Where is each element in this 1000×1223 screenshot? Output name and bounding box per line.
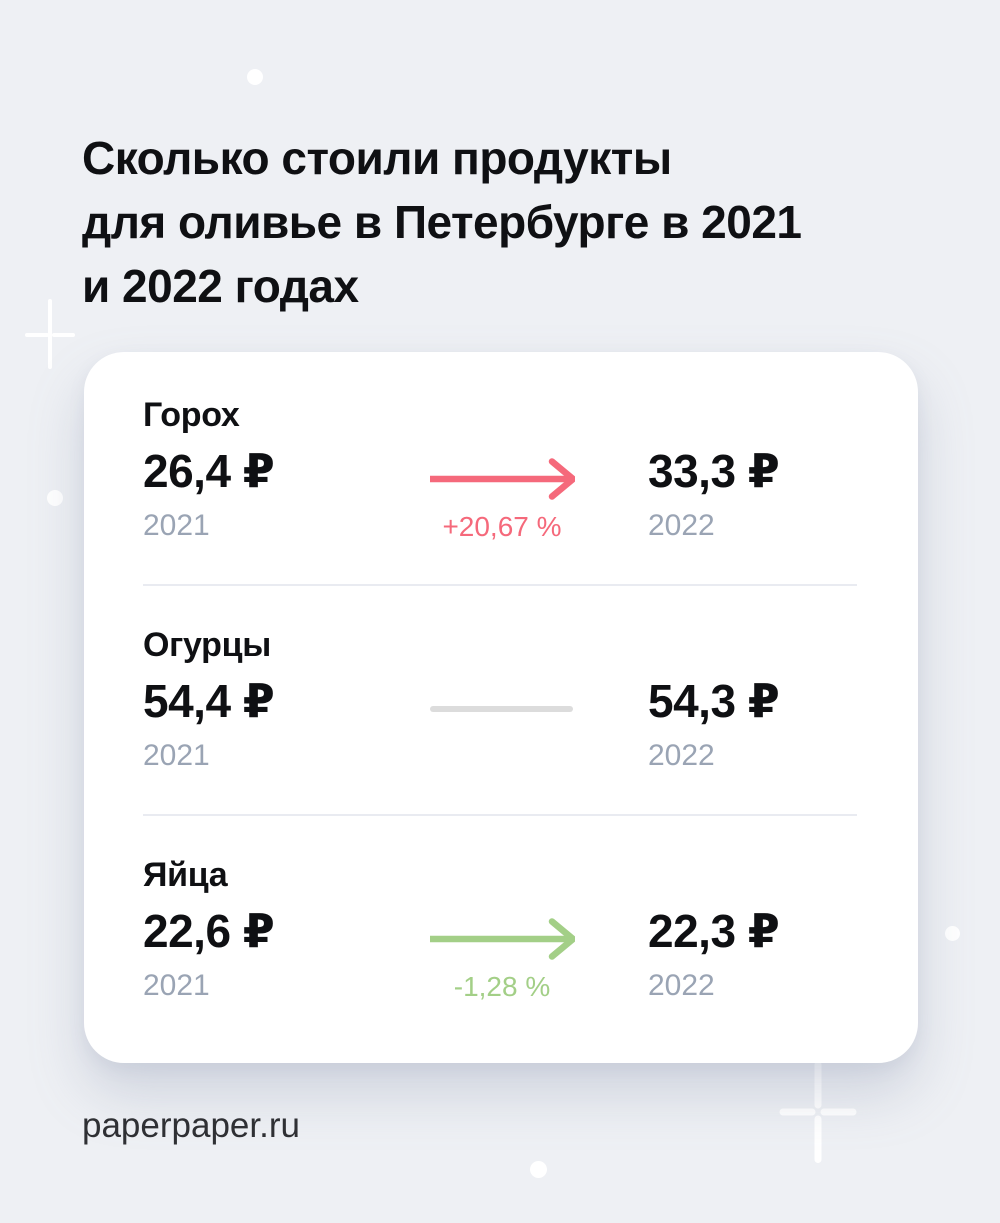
product-name: Горох <box>143 396 240 434</box>
decor-dot-right <box>945 926 960 941</box>
decor-dot-left <box>47 490 63 506</box>
year-label-2022: 2022 <box>648 739 715 772</box>
product-row-cucumbers: Огурцы 54,4 ₽ 2021 54,3 ₽ 2022 <box>84 626 918 802</box>
price-value-2022: 54,3 ₽ <box>648 675 780 727</box>
title-line-2: для оливье в Петербурге в 2021 <box>82 196 802 248</box>
title-line-3: и 2022 годах <box>82 260 359 312</box>
change-percent: -1,28 % <box>453 971 551 1002</box>
product-name: Яйца <box>143 856 228 894</box>
source-site-label: paperpaper.ru <box>82 1106 300 1145</box>
price-block-2021: 54,4 ₽ 2021 <box>143 674 275 772</box>
decor-plus-bottom-right-icon <box>779 1061 857 1163</box>
page-title: Сколько стоили продукты для оливье в Пет… <box>82 126 802 318</box>
change-percent: +20,67 % <box>442 511 562 542</box>
price-value-2022: 22,3 ₽ <box>648 905 780 957</box>
trend-down-arrow-icon <box>430 918 575 960</box>
year-label-2022: 2022 <box>648 509 715 542</box>
product-row-peas: Горох 26,4 ₽ 2021 +20,67 % 33,3 ₽ 2022 <box>84 396 918 572</box>
row-divider <box>143 584 857 586</box>
year-label-2021: 2021 <box>143 509 210 542</box>
flat-line-icon <box>430 706 573 712</box>
price-value-2021: 26,4 ₽ <box>143 445 275 497</box>
decor-dot-top <box>247 69 263 85</box>
product-row-eggs: Яйца 22,6 ₽ 2021 -1,28 % 22,3 ₽ 2022 <box>84 856 918 1032</box>
year-label-2021: 2021 <box>143 739 210 772</box>
decor-dot-bottom <box>530 1161 547 1178</box>
product-name: Огурцы <box>143 626 271 664</box>
price-value-2021: 22,6 ₽ <box>143 905 275 957</box>
price-block-2021: 26,4 ₽ 2021 <box>143 444 275 542</box>
price-value-2021: 54,4 ₽ <box>143 675 275 727</box>
price-block-2021: 22,6 ₽ 2021 <box>143 904 275 1002</box>
price-block-2022: 54,3 ₽ 2022 <box>648 674 780 772</box>
year-label-2022: 2022 <box>648 969 715 1002</box>
title-line-1: Сколько стоили продукты <box>82 132 672 184</box>
trend-up-arrow-icon <box>430 458 575 500</box>
price-block-2022: 22,3 ₽ 2022 <box>648 904 780 1002</box>
row-divider <box>143 814 857 816</box>
price-value-2022: 33,3 ₽ <box>648 445 780 497</box>
decor-plus-left-icon <box>25 299 75 369</box>
price-block-2022: 33,3 ₽ 2022 <box>648 444 780 542</box>
price-card: Горох 26,4 ₽ 2021 +20,67 % 33,3 ₽ 2022 О… <box>84 352 918 1063</box>
year-label-2021: 2021 <box>143 969 210 1002</box>
